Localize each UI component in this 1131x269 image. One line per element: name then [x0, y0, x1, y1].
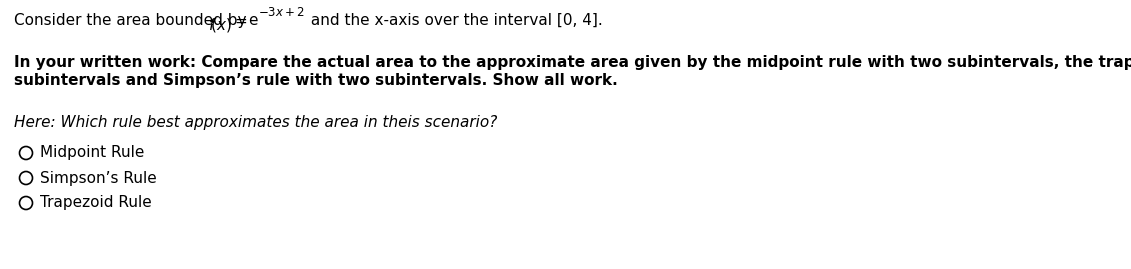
Text: subintervals and Simpson’s rule with two subintervals. Show all work.: subintervals and Simpson’s rule with two…: [14, 73, 618, 88]
Text: Consider the area bounded by: Consider the area bounded by: [14, 13, 251, 28]
Text: e: e: [248, 13, 258, 28]
Text: $=$: $=$: [232, 13, 248, 28]
Text: Trapezoid Rule: Trapezoid Rule: [40, 196, 152, 211]
Text: $-3x+2$: $-3x+2$: [258, 6, 305, 19]
Text: and the x-axis over the interval [0, 4].: and the x-axis over the interval [0, 4].: [307, 13, 603, 28]
Text: Simpson’s Rule: Simpson’s Rule: [40, 171, 157, 186]
Text: In your written work: Compare the actual area to the approximate area given by t: In your written work: Compare the actual…: [14, 55, 1131, 70]
Text: Here: Which rule best approximates the area in theis scenario?: Here: Which rule best approximates the a…: [14, 115, 498, 130]
Text: $f\!\left(x\right)$: $f\!\left(x\right)$: [208, 16, 233, 34]
Text: Midpoint Rule: Midpoint Rule: [40, 146, 145, 161]
